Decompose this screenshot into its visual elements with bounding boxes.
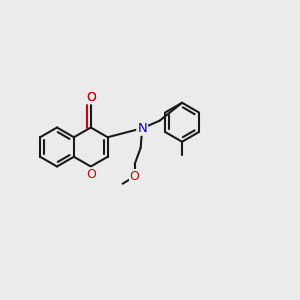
Text: O: O: [130, 170, 140, 183]
Text: O: O: [86, 91, 96, 103]
Text: N: N: [137, 122, 147, 135]
Text: O: O: [86, 168, 96, 181]
Text: O: O: [86, 91, 96, 103]
Text: O: O: [130, 170, 140, 183]
Text: O: O: [86, 91, 96, 103]
